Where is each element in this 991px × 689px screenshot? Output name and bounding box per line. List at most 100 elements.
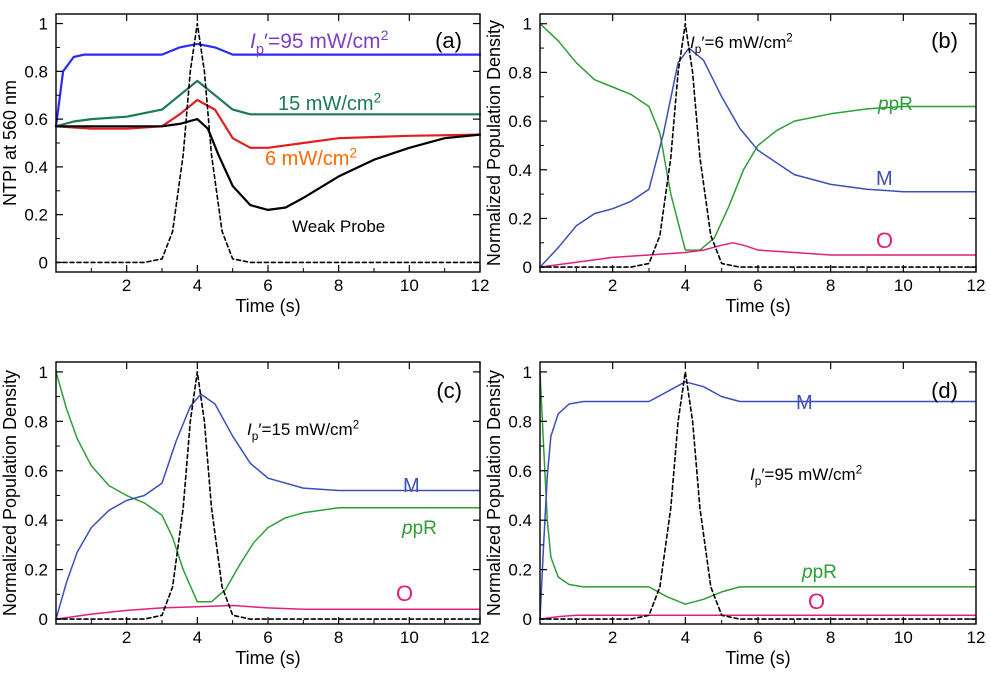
x-tick-label: 10 (894, 628, 913, 647)
x-tick-label: 8 (826, 628, 835, 647)
annotation-label: Ip′=95 mW/cm2 (250, 28, 389, 58)
annotation-label: O (396, 581, 413, 606)
chart-panel-d: 2 4 6 8 10 12 0 0.2 0.4 0.6 0.8 1 Time (s) Normalized… (484, 361, 986, 668)
series-o-line (539, 242, 977, 268)
series-ppr-line (539, 22, 977, 251)
y-tick-label: 0.2 (24, 561, 48, 580)
y-tick-label: 1 (39, 15, 48, 34)
series-6-mw-cm2-line (54, 98, 482, 149)
series-pulse-line (539, 22, 977, 268)
y-tick-label: 0.2 (24, 206, 48, 225)
x-tick-label: 2 (122, 628, 131, 647)
y-tick-label: 0.4 (508, 511, 532, 530)
x-tick-label: 4 (193, 628, 202, 647)
annotation-label: (c) (436, 378, 462, 403)
x-tick-label: 4 (681, 276, 690, 295)
x-tick-label: 8 (334, 276, 343, 295)
x-tick-label: 6 (753, 276, 762, 295)
chart-panel-c: 2 4 6 8 10 12 0 0.2 0.4 0.6 0.8 1 Time (s) Normalized… (0, 361, 490, 668)
annotation-label: Weak Probe (292, 217, 385, 236)
y-tick-label: 0.6 (508, 112, 532, 131)
annotation-label: Ip′=6 mW/cm2 (690, 33, 793, 56)
x-tick-label: 6 (263, 276, 272, 295)
y-tick-label: 0.6 (24, 462, 48, 481)
annotation-label: Ip′=95 mW/cm2 (750, 465, 862, 488)
y-tick-label: 0 (523, 258, 532, 277)
annotation-label: (d) (931, 378, 958, 403)
y-tick-label: 0.4 (508, 161, 532, 180)
x-tick-label: 8 (334, 628, 343, 647)
x-tick-label: 4 (681, 628, 690, 647)
x-tick-label: 4 (193, 276, 202, 295)
plot-frame (539, 13, 977, 273)
annotation-label: O (808, 589, 825, 614)
series-pulse-line (55, 371, 481, 620)
y-tick-label: 0.8 (508, 63, 532, 82)
y-tick-label: 0 (39, 610, 48, 629)
y-tick-label: 0.8 (24, 62, 48, 81)
x-tick-label: 6 (753, 628, 762, 647)
x-tick-label: 10 (894, 276, 913, 295)
series-ip-95-mw-cm2-line (54, 42, 482, 128)
x-tick-label: 6 (263, 628, 272, 647)
series-pulse-line (55, 22, 481, 264)
y-tick-label: 0 (39, 253, 48, 272)
series-15-mw-cm2-line (54, 79, 482, 128)
annotation-label: (a) (435, 28, 462, 53)
annotation-label: ppR (801, 562, 837, 583)
x-tick-label: 12 (967, 276, 986, 295)
y-tick-label: 0.8 (24, 412, 48, 431)
annotation-label: O (876, 228, 893, 253)
series-pulse-line (539, 371, 977, 620)
annotation-label: M (796, 392, 813, 414)
annotation-label: 15 mW/cm2 (278, 90, 381, 115)
y-axis-label: NTPI at 560 nm (0, 80, 20, 206)
annotation-label: 6 mW/cm2 (265, 145, 357, 170)
y-axis-label: Normalized Population Density (484, 370, 504, 616)
y-tick-label: 0.2 (508, 561, 532, 580)
x-axis-label: Time (s) (235, 648, 300, 668)
x-tick-label: 12 (471, 276, 490, 295)
x-axis-label: Time (s) (725, 648, 790, 668)
y-tick-label: 0.4 (24, 158, 48, 177)
y-tick-label: 1 (523, 363, 532, 382)
series-weak-probe-line (54, 117, 482, 211)
x-tick-label: 12 (471, 628, 490, 647)
annotation-label: (b) (931, 28, 958, 53)
y-tick-label: 0.8 (508, 412, 532, 431)
y-tick-label: 1 (523, 15, 532, 34)
x-tick-label: 2 (608, 276, 617, 295)
chart-panel-a: 2 4 6 8 10 12 0 0.2 0.4 0.6 0.8 1 Time (s) NTPI at 56… (0, 13, 490, 316)
annotation-label: ppR (877, 94, 913, 115)
x-tick-label: 2 (122, 276, 131, 295)
x-axis-label: Time (s) (725, 296, 790, 316)
x-tick-label: 10 (400, 628, 419, 647)
y-tick-label: 0 (523, 610, 532, 629)
series-ppr-line (539, 371, 977, 605)
annotation-label: M (876, 168, 893, 190)
chart-panel-b: 2 4 6 8 10 12 0 0.2 0.4 0.6 0.8 1 Time (s) Normalized… (484, 13, 986, 316)
series-m-line (539, 47, 977, 268)
series-o-line (539, 614, 977, 620)
x-tick-label: 8 (826, 276, 835, 295)
y-axis-label: Normalized Population Density (484, 20, 504, 266)
y-tick-label: 0.6 (508, 462, 532, 481)
x-tick-label: 2 (608, 628, 617, 647)
series-o-line (55, 604, 481, 620)
x-tick-label: 12 (967, 628, 986, 647)
x-axis-label: Time (s) (235, 296, 300, 316)
y-tick-label: 0.6 (24, 110, 48, 129)
y-tick-label: 0.4 (24, 511, 48, 530)
series-m-line (539, 381, 977, 620)
x-tick-label: 10 (400, 276, 419, 295)
annotation-label: Ip′=15 mW/cm2 (247, 420, 359, 443)
y-tick-label: 1 (39, 363, 48, 382)
annotation-label: ppR (401, 518, 437, 539)
y-axis-label: Normalized Population Density (0, 370, 20, 616)
y-tick-label: 0.2 (508, 209, 532, 228)
annotation-label: M (403, 475, 420, 497)
series-ppr-line (55, 371, 481, 603)
series-m-line (55, 393, 481, 620)
